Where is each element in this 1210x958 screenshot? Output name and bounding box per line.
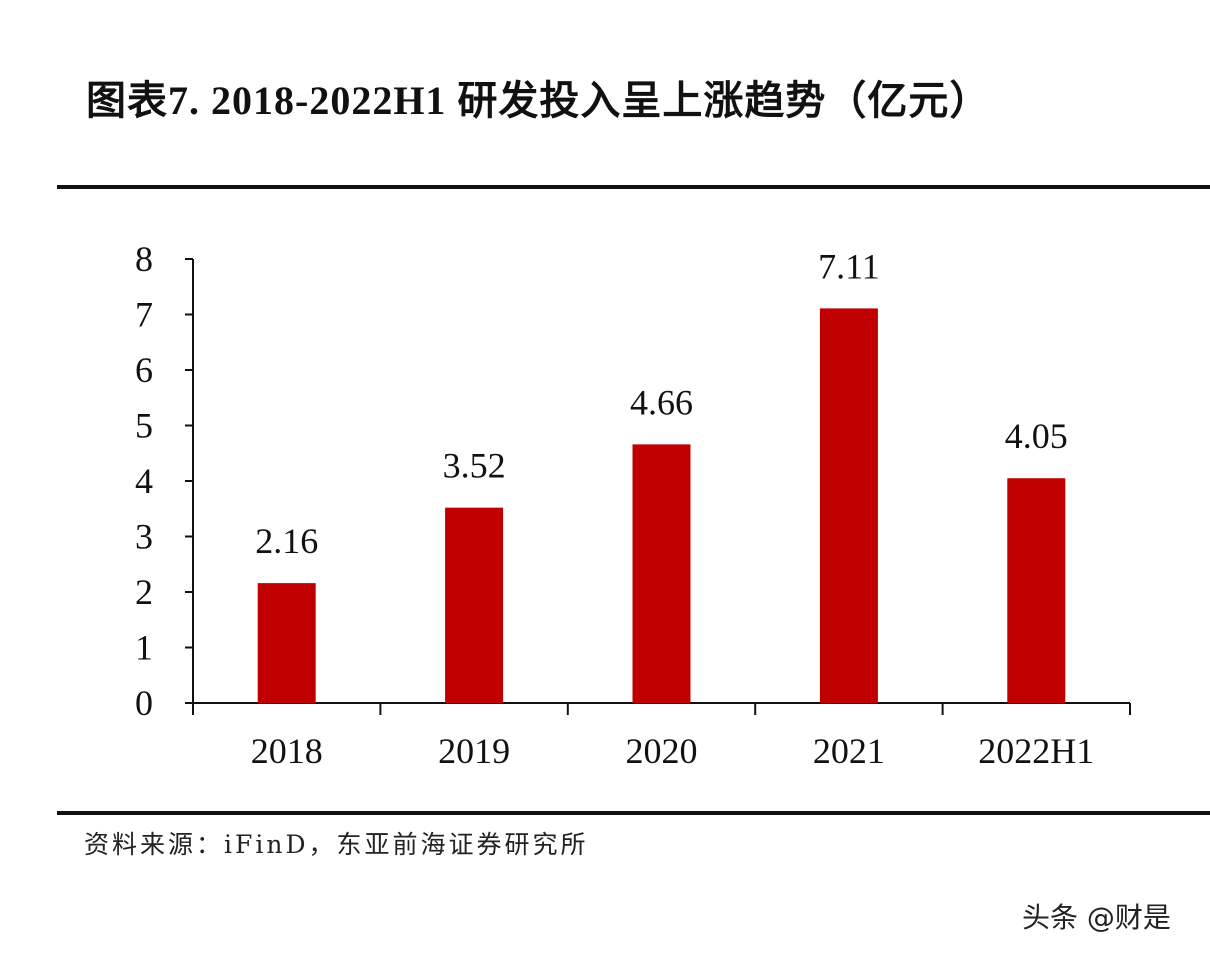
y-tick-label: 8 bbox=[135, 239, 153, 279]
y-tick-label: 7 bbox=[135, 295, 153, 335]
data-label: 3.52 bbox=[443, 446, 506, 486]
x-tick-label: 2019 bbox=[438, 731, 510, 771]
y-tick-label: 4 bbox=[135, 461, 153, 501]
y-tick-label: 0 bbox=[135, 683, 153, 723]
top-divider bbox=[57, 185, 1210, 189]
y-tick-label: 1 bbox=[135, 628, 153, 668]
y-tick-label: 3 bbox=[135, 517, 153, 557]
data-label: 2.16 bbox=[255, 521, 318, 561]
x-tick-label: 2018 bbox=[251, 731, 323, 771]
x-tick-label: 2022H1 bbox=[978, 731, 1094, 771]
bar-2018 bbox=[257, 583, 316, 703]
bar-2020 bbox=[632, 444, 691, 703]
y-tick-label: 6 bbox=[135, 350, 153, 390]
data-label: 7.11 bbox=[818, 246, 880, 286]
bar-2021 bbox=[819, 308, 878, 703]
x-tick-label: 2021 bbox=[813, 731, 885, 771]
y-tick-label: 5 bbox=[135, 406, 153, 446]
chart-title: 图表7. 2018-2022H1 研发投入呈上涨趋势（亿元） bbox=[86, 78, 991, 123]
watermark: 头条 @财是 bbox=[1022, 901, 1171, 934]
bar-2019 bbox=[445, 507, 504, 703]
bottom-divider bbox=[57, 811, 1210, 815]
data-label: 4.66 bbox=[630, 382, 693, 422]
source-note: 资料来源：iFinD，东亚前海证券研究所 bbox=[84, 830, 589, 859]
x-tick-label: 2020 bbox=[626, 731, 698, 771]
data-label: 4.05 bbox=[1005, 416, 1068, 456]
bar-2022H1 bbox=[1007, 478, 1066, 703]
y-tick-label: 2 bbox=[135, 572, 153, 612]
